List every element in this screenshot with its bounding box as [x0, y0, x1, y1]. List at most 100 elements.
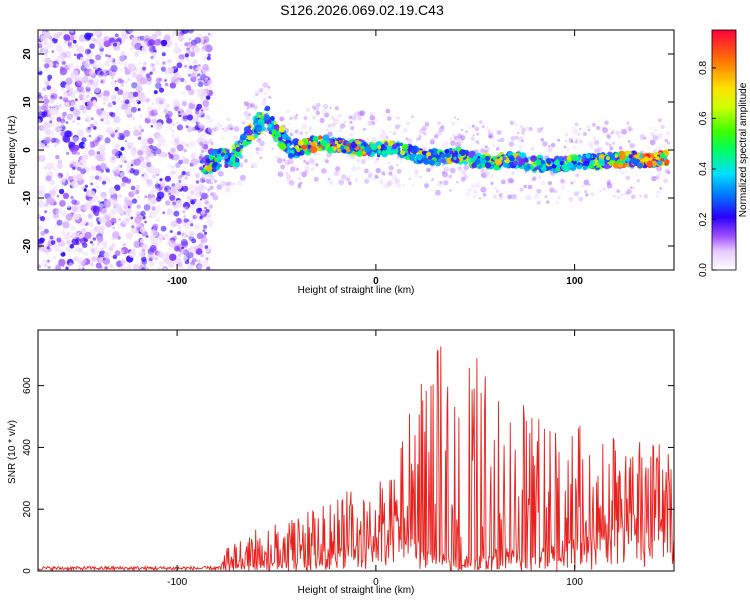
noise-speckle: [169, 186, 177, 194]
signal-halo: [257, 137, 262, 142]
signal-halo: [463, 175, 468, 179]
signal-halo: [250, 165, 254, 168]
signal-halo: [666, 141, 671, 145]
noise-speckle: [95, 54, 102, 61]
noise-speckle: [66, 231, 70, 236]
signal-halo: [360, 112, 365, 117]
noise-speckle: [45, 175, 52, 182]
noise-speckle: [39, 237, 45, 244]
signal-halo: [367, 156, 370, 159]
noise-speckle: [148, 110, 155, 117]
noise-speckle: [131, 116, 136, 121]
signal-halo: [424, 121, 430, 127]
noise-speckle: [148, 261, 155, 267]
signal-halo: [383, 135, 389, 141]
noise-speckle: [119, 79, 125, 84]
noise-speckle: [139, 239, 144, 243]
ridge-mark: [530, 155, 537, 162]
ridge-mark: [628, 154, 633, 159]
signal-halo: [349, 125, 355, 131]
noise-speckle: [113, 206, 117, 209]
signal-halo: [374, 118, 378, 122]
noise-speckle: [131, 221, 136, 226]
signal-halo: [231, 127, 235, 130]
signal-halo: [448, 174, 453, 179]
noise-speckle: [96, 235, 104, 243]
noise-speckle: [55, 156, 59, 160]
noise-speckle: [100, 151, 106, 157]
signal-halo: [261, 100, 267, 106]
noise-speckle: [103, 40, 111, 48]
signal-halo: [294, 129, 301, 136]
noise-speckle: [100, 162, 107, 170]
noise-speckle: [115, 155, 119, 160]
noise-speckle: [166, 104, 170, 108]
noise-speckle: [190, 39, 197, 46]
noise-speckle: [193, 65, 197, 69]
noise-speckle: [70, 225, 76, 231]
noise-speckle: [205, 127, 212, 135]
noise-speckle: [144, 195, 148, 199]
signal-halo: [453, 136, 458, 141]
noise-speckle: [155, 77, 162, 84]
noise-speckle: [209, 85, 213, 89]
ridge-mark: [312, 135, 319, 142]
noise-speckle: [172, 98, 180, 106]
noise-speckle: [200, 109, 204, 112]
ridge-mark: [389, 150, 394, 155]
noise-speckle: [202, 229, 206, 233]
signal-halo: [386, 136, 389, 139]
noise-speckle: [132, 91, 139, 98]
noise-speckle: [131, 72, 138, 78]
signal-halo: [605, 141, 609, 146]
signal-halo: [498, 193, 503, 197]
noise-speckle: [124, 139, 128, 143]
noise-speckle: [79, 233, 84, 239]
noise-speckle: [193, 198, 197, 202]
signal-halo: [383, 183, 389, 189]
ridge-mark: [253, 133, 259, 139]
signal-halo: [201, 143, 207, 149]
ridge-mark: [334, 140, 339, 145]
signal-halo: [339, 123, 346, 129]
signal-halo: [501, 179, 506, 185]
noise-speckle: [164, 233, 169, 238]
noise-speckle: [114, 33, 119, 38]
noise-speckle: [84, 202, 92, 210]
noise-speckle: [146, 115, 151, 120]
noise-speckle: [185, 143, 189, 147]
signal-halo: [208, 138, 213, 144]
signal-halo: [254, 90, 260, 96]
ridge-mark: [459, 149, 466, 157]
ridge-mark: [235, 162, 238, 165]
signal-halo: [338, 179, 345, 186]
signal-halo: [620, 193, 624, 197]
ridge-mark: [481, 163, 487, 168]
noise-speckle: [188, 73, 192, 77]
signal-halo: [514, 122, 518, 127]
signal-halo: [540, 180, 546, 186]
signal-halo: [472, 194, 477, 199]
noise-speckle: [105, 54, 108, 57]
noise-speckle: [152, 223, 159, 230]
ridge-mark: [604, 163, 610, 170]
signal-halo: [227, 124, 234, 131]
noise-speckle: [109, 68, 112, 72]
noise-speckle: [184, 176, 188, 180]
noise-speckle: [130, 106, 137, 113]
noise-speckle: [112, 231, 120, 239]
signal-halo: [256, 151, 260, 155]
ridge-mark: [535, 159, 542, 166]
signal-halo: [556, 201, 559, 204]
noise-speckle: [126, 111, 133, 117]
noise-speckle: [204, 38, 207, 42]
noise-speckle: [148, 39, 156, 46]
signal-halo: [376, 158, 380, 161]
noise-speckle: [90, 182, 94, 186]
noise-speckle: [102, 180, 106, 185]
noise-speckle: [144, 117, 151, 124]
signal-halo: [628, 128, 632, 132]
signal-halo: [199, 141, 204, 146]
signal-halo: [251, 162, 258, 169]
noise-speckle: [77, 129, 85, 137]
